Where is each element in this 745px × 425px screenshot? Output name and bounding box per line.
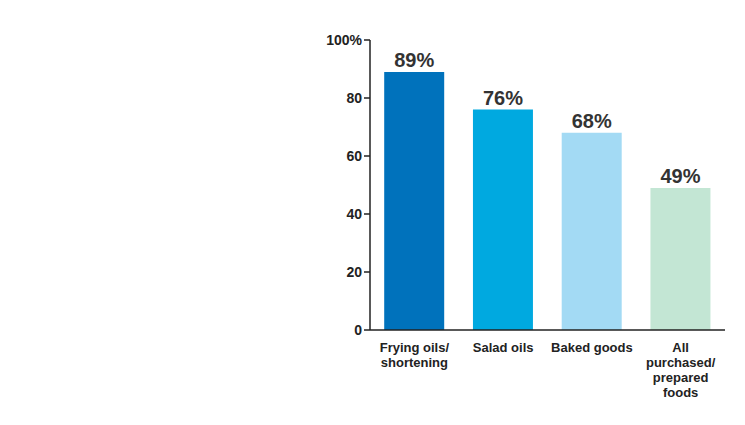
svg-text:49%: 49% — [660, 165, 700, 187]
svg-text:40: 40 — [346, 206, 362, 222]
svg-text:Baked goods: Baked goods — [551, 340, 633, 355]
svg-text:89%: 89% — [394, 49, 434, 71]
svg-text:76%: 76% — [483, 87, 523, 109]
svg-text:80: 80 — [346, 90, 362, 106]
svg-text:60: 60 — [346, 148, 362, 164]
svg-text:100%: 100% — [326, 32, 362, 48]
svg-text:Frying oils/shortening: Frying oils/shortening — [380, 340, 450, 370]
svg-text:Salad oils: Salad oils — [473, 340, 534, 355]
svg-text:0: 0 — [354, 322, 362, 338]
svg-text:20: 20 — [346, 264, 362, 280]
svg-text:Allpurchased/preparedfoods: Allpurchased/preparedfoods — [646, 340, 716, 400]
svg-text:68%: 68% — [572, 110, 612, 132]
